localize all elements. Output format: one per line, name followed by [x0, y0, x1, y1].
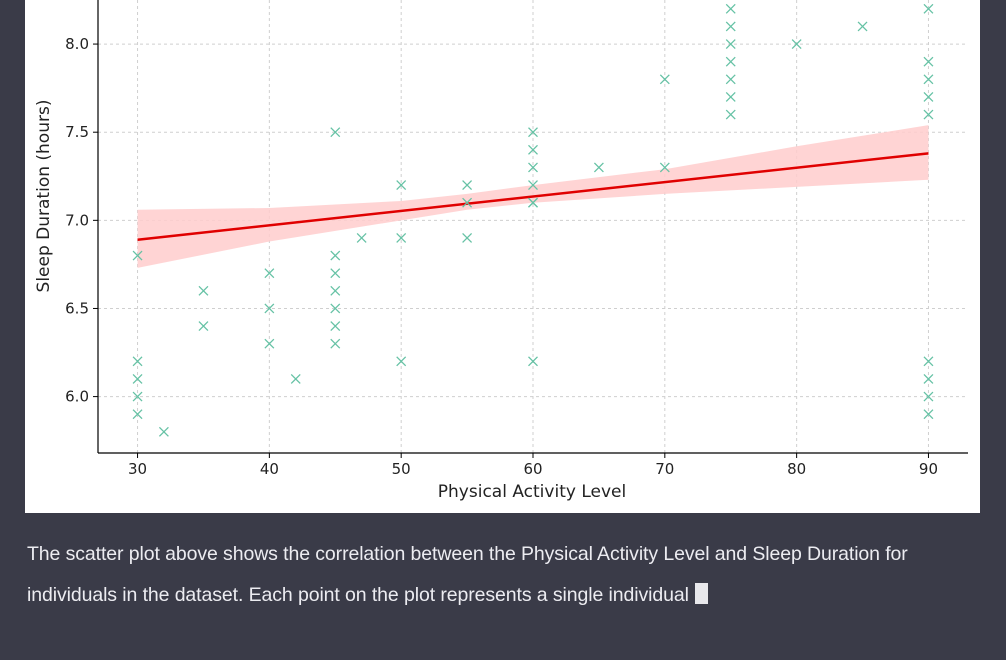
scatter-chart: 30 40 50 60 70 80 90 6.0 6.5 7.0 7.5 8.0 Physical A…: [34, 0, 968, 502]
x-tick-label: 40: [260, 460, 279, 478]
data-point: [396, 356, 407, 367]
message-text: The scatter plot above shows the correla…: [27, 543, 908, 606]
data-point: [725, 109, 736, 120]
data-point: [528, 197, 538, 208]
data-point: [791, 39, 802, 50]
data-point: [593, 162, 604, 173]
data-point: [659, 74, 670, 85]
data-point: [528, 144, 538, 155]
assistant-message: The scatter plot above shows the correla…: [27, 534, 977, 616]
x-tick-label: 30: [128, 460, 147, 478]
data-point: [198, 285, 209, 296]
data-point: [330, 285, 341, 296]
data-point: [659, 162, 670, 173]
data-point: [857, 21, 868, 32]
data-point: [923, 356, 934, 367]
data-point: [923, 3, 934, 14]
data-point: [330, 303, 341, 314]
y-tick-label: 6.5: [65, 299, 89, 317]
data-point: [725, 74, 736, 85]
data-point: [264, 268, 275, 279]
data-point: [158, 426, 169, 437]
data-point: [330, 268, 341, 279]
typing-cursor: [694, 583, 708, 604]
data-point: [330, 338, 341, 349]
data-point: [923, 74, 934, 85]
data-point: [132, 391, 143, 402]
data-point: [725, 91, 736, 102]
data-point: [923, 109, 934, 120]
regression-line: [137, 152, 929, 241]
data-point: [528, 180, 538, 191]
x-tick-label: 60: [523, 460, 542, 478]
data-point: [330, 321, 341, 332]
data-point: [198, 321, 209, 332]
data-point: [264, 338, 275, 349]
data-point: [725, 21, 736, 32]
data-point: [923, 91, 934, 102]
y-axis-label: Sleep Duration (hours): [34, 100, 54, 293]
data-point: [462, 232, 473, 243]
data-point: [132, 409, 143, 420]
tick-labels: 30 40 50 60 70 80 90 6.0 6.5 7.0 7.5 8.0: [65, 35, 938, 478]
x-tick-label: 70: [655, 460, 674, 478]
data-point: [132, 356, 143, 367]
data-point: [528, 356, 538, 367]
data-point: [330, 127, 341, 138]
y-tick-label: 7.5: [65, 123, 89, 141]
data-points-layer: [132, 3, 934, 437]
data-point: [396, 232, 407, 243]
data-point: [132, 250, 143, 261]
fit-line-layer: [137, 152, 929, 241]
data-point: [330, 250, 341, 261]
data-point: [462, 180, 473, 191]
data-point: [725, 3, 736, 14]
data-point: [528, 127, 538, 138]
data-point: [923, 391, 934, 402]
x-tick-label: 80: [787, 460, 806, 478]
y-tick-label: 8.0: [65, 35, 89, 53]
data-point: [356, 232, 367, 243]
data-point: [923, 56, 934, 67]
data-point: [725, 39, 736, 50]
data-point: [264, 303, 275, 314]
x-tick-label: 50: [392, 460, 411, 478]
x-axis-label: Physical Activity Level: [438, 482, 626, 502]
data-point: [462, 197, 473, 208]
data-point: [923, 409, 934, 420]
x-tick-label: 90: [919, 460, 938, 478]
data-point: [528, 162, 538, 173]
data-point: [396, 180, 407, 191]
plot-panel: 30 40 50 60 70 80 90 6.0 6.5 7.0 7.5 8.0 Physical A…: [25, 0, 980, 513]
y-tick-label: 6.0: [65, 388, 89, 406]
data-point: [290, 374, 301, 384]
data-point: [132, 374, 143, 384]
data-point: [725, 56, 736, 67]
data-point: [923, 374, 934, 384]
y-tick-label: 7.0: [65, 211, 89, 229]
